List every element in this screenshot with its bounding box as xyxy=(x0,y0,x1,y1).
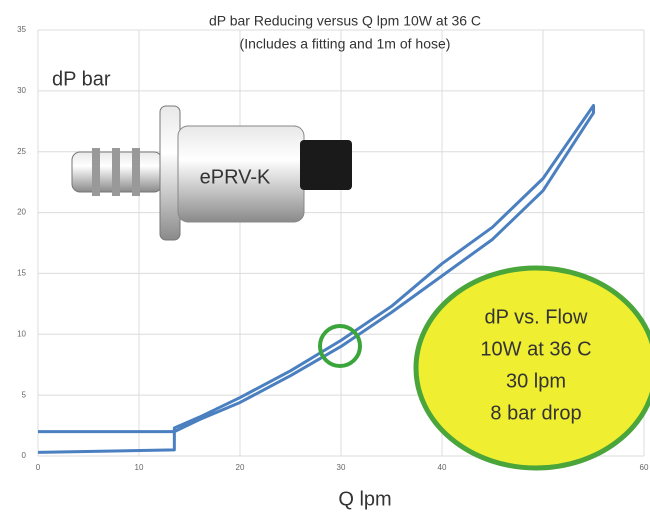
highlight-circle xyxy=(318,324,362,368)
callout-text: 10W at 36 C xyxy=(480,338,591,360)
callout-text: dP vs. Flow xyxy=(485,306,589,328)
product-image xyxy=(71,105,352,241)
y-tick-label: 15 xyxy=(17,269,26,278)
y-tick-label: 30 xyxy=(17,86,26,95)
x-tick-label: 60 xyxy=(640,463,649,472)
y-tick-label: 20 xyxy=(17,208,26,217)
data-line xyxy=(37,103,595,454)
x-tick-label: 10 xyxy=(135,463,144,472)
y-tick-label: 25 xyxy=(17,147,26,156)
x-tick-label: 30 xyxy=(337,463,346,472)
y-tick-label: 0 xyxy=(22,451,27,460)
x-tick-label: 40 xyxy=(438,463,447,472)
x-axis-label: Q lpm xyxy=(338,488,391,510)
product-label: ePRV-K xyxy=(200,166,271,188)
y-tick-label: 35 xyxy=(17,25,26,34)
y-axis-label: dP bar xyxy=(52,68,111,90)
callout xyxy=(413,265,650,471)
x-tick-label: 0 xyxy=(36,463,41,472)
callout-text: 30 lpm xyxy=(506,370,566,392)
chart-title: dP bar Reducing versus Q lpm 10W at 36 C xyxy=(209,13,481,29)
y-tick-label: 10 xyxy=(17,329,26,338)
callout-text: 8 bar drop xyxy=(490,402,581,424)
chart-subtitle: (Includes a fitting and 1m of hose) xyxy=(240,36,451,52)
y-tick-label: 5 xyxy=(22,390,27,399)
x-tick-label: 20 xyxy=(236,463,245,472)
